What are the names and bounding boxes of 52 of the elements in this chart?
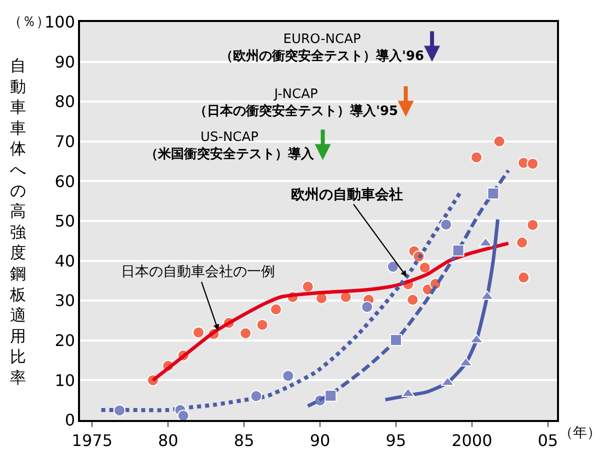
point [470,151,482,164]
line-series [306,168,510,408]
y-tick-label: 50 [54,212,76,231]
x-tick-label: 95 [386,430,406,450]
y-tick-label: 10 [54,370,76,390]
text: 自動車車体への高強度鋼板適用比率 [10,56,26,387]
y-tick-label: 40 [54,251,76,270]
point [518,272,530,284]
point [516,236,528,248]
point [256,318,268,331]
point [493,135,506,148]
point [406,294,419,306]
x-tick-label: 1975 [72,430,113,450]
x-tick-label: 2000 [452,430,492,450]
x-tick-label: 90 [310,430,330,450]
point [526,158,539,170]
point [324,390,337,402]
point [282,370,294,382]
point [361,300,374,313]
point [192,326,204,338]
x-tick-label: 85 [234,430,254,450]
annotation: US-NCAP （米国衝突安全テスト）導入 [145,130,315,162]
y-tick-label: 60 [54,172,76,191]
point [478,237,492,247]
x-tick-label: 05 [538,430,558,450]
point [240,327,252,340]
point [390,334,402,346]
point [452,244,464,256]
point [418,262,431,274]
y-tick-label: 70 [54,132,76,151]
point [386,260,399,273]
point [114,404,126,416]
point [302,280,314,293]
y-tick-label: 20 [54,331,76,350]
annotation: J-NCAP （日本の衝突安全テスト）導入'95 [194,87,398,119]
point [487,188,500,200]
x-tick-label: 80 [158,430,178,450]
point [440,218,452,231]
annotation: EURO-NCAP （欧州の衝突安全テスト）導入'96 [220,32,424,64]
point [250,390,262,402]
y-tick-label: 80 [54,92,76,112]
y-tick-label: 0 [64,410,76,430]
annotation: 欧州の自動車会社 [291,187,403,203]
point [177,410,190,420]
annotation: 日本の自動車会社の一例 [121,264,275,280]
y-tick-label: 90 [54,52,76,72]
point [526,218,539,231]
point [270,303,282,316]
point [340,291,352,304]
y-tick-label: 30 [54,291,76,310]
line-series [384,218,500,402]
x-axis-title: （年） [559,425,601,441]
